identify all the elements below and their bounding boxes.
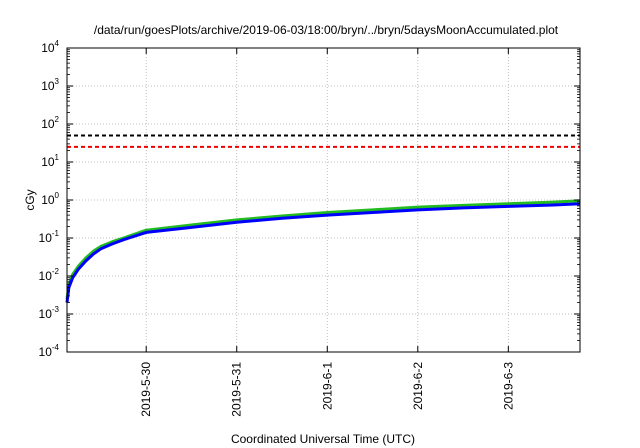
y-tick-label: 104 <box>41 39 59 55</box>
x-tick-label: 2019-6-1 <box>320 362 334 410</box>
x-tick-label: 2019-5-30 <box>139 362 153 417</box>
y-tick-label: 103 <box>41 77 59 93</box>
x-axis-ticks: 2019-5-30 2019-5-31 2019-6-1 2019-6-2 2019-6… <box>139 48 515 417</box>
series-line <box>65 202 581 303</box>
y-tick-label: 10-1 <box>39 229 60 245</box>
series-line <box>65 199 581 300</box>
y-tick-label: 10-3 <box>39 305 60 321</box>
reference-lines <box>67 134 580 148</box>
series-lines <box>65 199 581 303</box>
x-tick-label: 2019-6-2 <box>411 362 425 410</box>
y-tick-label: 10-4 <box>39 343 60 359</box>
x-axis-label: Coordinated Universal Time (UTC) <box>231 432 415 446</box>
y-axis-ticks: 10-4 10-3 10-2 10-1 100 101 102 103 104 <box>39 39 580 359</box>
y-axis-label: cGy <box>23 189 37 210</box>
x-tick-label: 2019-6-3 <box>501 362 515 410</box>
y-tick-label: 100 <box>41 191 59 207</box>
grid <box>67 48 580 352</box>
chart-title: /data/run/goesPlots/archive/2019-06-03/1… <box>94 23 559 37</box>
plot-frame <box>66 47 581 353</box>
y-tick-label: 101 <box>41 153 59 169</box>
y-tick-label: 102 <box>41 115 59 131</box>
x-tick-label: 2019-5-31 <box>230 362 244 417</box>
y-tick-label: 10-2 <box>39 267 60 283</box>
